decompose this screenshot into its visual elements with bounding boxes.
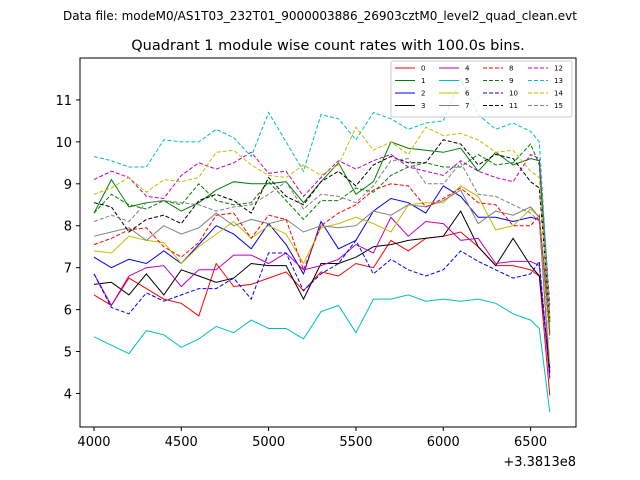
legend-box [390,60,573,118]
y-tick-label: 11 [55,94,72,109]
legend-label-8: 8 [509,65,513,73]
series-line-5 [93,294,551,413]
series-line-2 [93,185,551,373]
data-file-header: Data file: modeM0/AS1T03_232T01_90000038… [63,9,577,23]
legend-label-10: 10 [509,90,518,98]
x-offset-label: +3.3813e8 [503,455,576,470]
chart-title: Quadrant 1 module wise count rates with … [131,38,525,54]
y-tick-label: 4 [64,387,72,402]
legend-label-7: 7 [465,102,469,110]
series-line-8 [93,183,551,333]
series-line-12 [93,151,551,306]
x-axis: 4000 4500 5000 5500 6000 6500 [77,427,547,450]
plot-lines [93,77,551,413]
legend-label-15: 15 [554,102,563,110]
legend-label-1: 1 [421,77,425,85]
x-tick-label: 4500 [165,435,198,450]
series-line-6 [93,185,551,365]
legend-label-3: 3 [421,102,425,110]
legend-label-0: 0 [421,65,425,73]
legend-label-9: 9 [509,77,513,85]
legend-label-11: 11 [509,102,518,110]
y-tick-label: 8 [64,220,72,235]
y-tick-label: 5 [64,346,72,361]
legend-label-5: 5 [465,77,469,85]
series-line-15 [93,158,551,339]
plot-frame [79,57,577,428]
series-line-11 [93,139,551,319]
y-tick-label: 9 [64,178,72,193]
x-tick-label: 6500 [514,435,547,450]
x-tick-label: 5500 [339,435,372,450]
series-line-4 [93,216,551,379]
series-line-14 [93,126,551,321]
series-line-13 [93,77,551,314]
series-line-10 [93,239,551,377]
series-line-7 [93,189,551,323]
legend-label-6: 6 [465,90,470,98]
legend-label-2: 2 [421,90,425,98]
x-tick-label: 6000 [427,435,460,450]
series-line-3 [93,210,551,369]
legend-label-12: 12 [554,65,563,73]
x-tick-label: 4000 [77,435,110,450]
series-line-9 [93,143,551,323]
x-tick-label: 5000 [252,435,285,450]
legend-label-13: 13 [554,77,563,85]
legend-label-4: 4 [465,65,470,73]
y-tick-label: 6 [64,304,72,319]
legend-label-14: 14 [554,90,563,98]
y-axis: 4 5 6 7 8 9 10 11 [55,94,80,402]
series-line-1 [93,141,551,335]
y-tick-label: 7 [64,262,72,277]
y-tick-label: 10 [55,136,72,151]
series-line-0 [93,231,551,396]
